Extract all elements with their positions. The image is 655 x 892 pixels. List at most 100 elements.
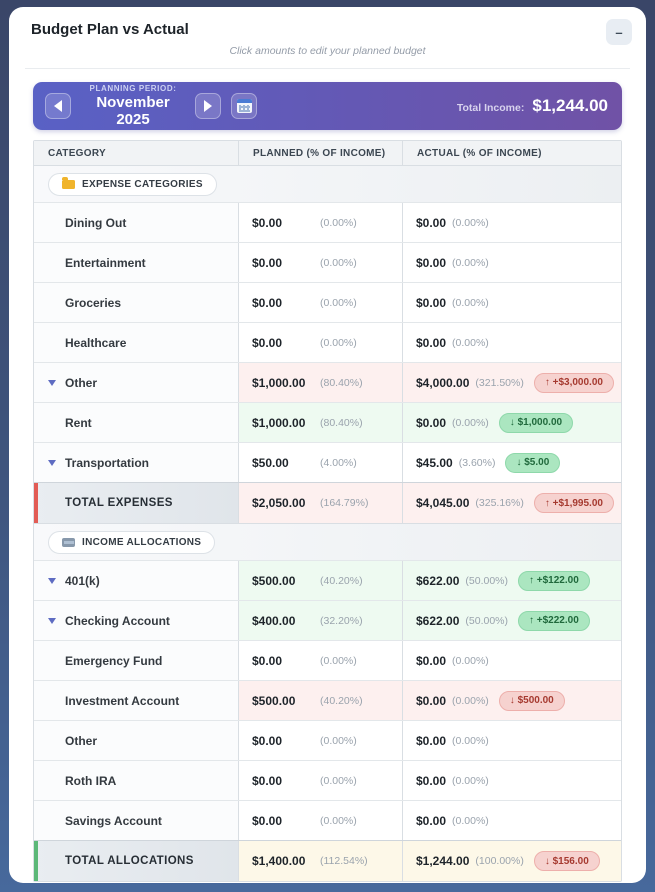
edit-hint-subtitle: Click amounts to edit your planned budge…	[229, 45, 426, 57]
actual-cell: $0.00 (0.00%)	[402, 283, 621, 322]
budget-card: Budget Plan vs Actual – Click amounts to…	[9, 7, 646, 883]
column-header-actual: ACTUAL (% OF INCOME)	[402, 141, 621, 165]
actual-percent: (0.00%)	[452, 774, 489, 787]
section-pill-expense-categories[interactable]: EXPENSE CATEGORIES	[48, 172, 217, 196]
planned-percent: (40.20%)	[320, 694, 363, 707]
left-arrow-icon	[54, 100, 62, 112]
category-name: 401(k)	[65, 573, 100, 588]
planned-cell: $1,400.00 (112.54%)	[238, 841, 402, 881]
actual-amount: $0.00	[416, 295, 447, 310]
actual-percent: (0.00%)	[452, 416, 489, 429]
planned-amount[interactable]: $0.00	[252, 215, 283, 230]
planned-amount[interactable]: $400.00	[252, 613, 296, 628]
section-header-income-allocations: INCOME ALLOCATIONS	[34, 523, 621, 560]
planned-amount[interactable]: $0.00	[252, 733, 283, 748]
actual-cell: $0.00 (0.00%)	[402, 761, 621, 800]
expand-toggle-icon[interactable]	[48, 578, 65, 584]
planned-amount[interactable]: $0.00	[252, 813, 283, 828]
calendar-button[interactable]	[231, 93, 257, 119]
actual-percent: (100.00%)	[475, 855, 524, 867]
category-row-rent: Rent $1,000.00 (80.40%) $0.00 (0.00%) ↓ $1,00…	[34, 402, 621, 442]
prev-month-button[interactable]	[45, 93, 71, 119]
planned-cell: $2,050.00 (164.79%)	[238, 483, 402, 523]
actual-cell: $0.00 (0.00%)	[402, 243, 621, 282]
actual-cell: $4,045.00 (325.16%) ↑ +$1,995.00	[402, 483, 621, 523]
actual-cell: $0.00 (0.00%)	[402, 721, 621, 760]
category-cell: Entertainment	[34, 243, 238, 282]
variance-badge: ↓ $500.00	[498, 690, 565, 711]
actual-cell: $4,000.00 (321.50%) ↑ +$3,000.00	[402, 363, 621, 402]
planned-percent: (0.00%)	[320, 814, 357, 827]
planned-amount[interactable]: $500.00	[252, 693, 296, 708]
actual-amount: $0.00	[416, 653, 447, 668]
actual-cell: $622.00 (50.00%) ↑ +$122.00	[402, 561, 621, 600]
next-month-button[interactable]	[195, 93, 221, 119]
category-cell: Groceries	[34, 283, 238, 322]
planned-amount[interactable]: $0.00	[252, 255, 283, 270]
planned-amount[interactable]: $50.00	[252, 455, 289, 470]
actual-percent: (0.00%)	[452, 216, 489, 229]
planned-percent: (0.00%)	[320, 654, 357, 667]
category-name: Emergency Fund	[65, 653, 163, 668]
card-content: PLANNING PERIOD: November 2025 Total Inc…	[9, 69, 646, 882]
category-cell: 401(k)	[34, 561, 238, 600]
category-row-transportation: Transportation $50.00 (4.00%) $45.00 (3.60%)…	[34, 442, 621, 482]
page-title: Budget Plan vs Actual	[31, 21, 189, 38]
category-name: Checking Account	[65, 613, 170, 628]
budget-table: CATEGORY PLANNED (% OF INCOME) ACTUAL (%…	[33, 140, 622, 882]
actual-amount: $0.00	[416, 255, 447, 270]
category-cell: Investment Account	[34, 681, 238, 720]
actual-amount: $0.00	[416, 813, 447, 828]
expand-toggle-icon[interactable]	[48, 618, 65, 624]
planned-amount[interactable]: $2,050.00	[252, 496, 306, 510]
planned-amount[interactable]: $1,000.00	[252, 375, 306, 390]
planned-amount[interactable]: $0.00	[252, 653, 283, 668]
section-label: INCOME ALLOCATIONS	[82, 536, 202, 548]
category-row-healthcare: Healthcare $0.00 (0.00%) $0.00 (0.00%)	[34, 322, 621, 362]
actual-amount: $0.00	[416, 415, 447, 430]
actual-cell: $0.00 (0.00%)	[402, 641, 621, 680]
actual-amount: $0.00	[416, 215, 447, 230]
actual-percent: (321.50%)	[475, 376, 524, 389]
actual-percent: (0.00%)	[452, 256, 489, 269]
actual-cell: $0.00 (0.00%)	[402, 203, 621, 242]
category-name: Groceries	[65, 295, 122, 310]
planned-amount[interactable]: $0.00	[252, 773, 283, 788]
planned-amount[interactable]: $1,400.00	[252, 854, 306, 868]
actual-percent: (0.00%)	[452, 814, 489, 827]
actual-amount: $622.00	[416, 573, 460, 588]
category-cell: Rent	[34, 403, 238, 442]
planned-cell: $50.00 (4.00%)	[238, 443, 402, 482]
variance-badge: ↑ +$122.00	[518, 570, 590, 591]
actual-percent: (0.00%)	[452, 336, 489, 349]
section-label: EXPENSE CATEGORIES	[82, 178, 203, 190]
planned-amount[interactable]: $500.00	[252, 573, 296, 588]
category-name: Entertainment	[65, 255, 146, 270]
planned-amount[interactable]: $0.00	[252, 335, 283, 350]
actual-cell: $1,244.00 (100.00%) ↓ $156.00	[402, 841, 621, 881]
planned-percent: (4.00%)	[320, 456, 357, 469]
planned-amount[interactable]: $1,000.00	[252, 415, 306, 430]
category-row-entertainment: Entertainment $0.00 (0.00%) $0.00 (0.00%)	[34, 242, 621, 282]
section-pill-income-allocations[interactable]: INCOME ALLOCATIONS	[48, 530, 216, 554]
minimize-button[interactable]: –	[606, 19, 632, 45]
planned-amount[interactable]: $0.00	[252, 295, 283, 310]
planned-percent: (40.20%)	[320, 574, 363, 587]
category-name: Other	[65, 733, 98, 748]
header-divider	[25, 68, 630, 69]
planned-cell: $400.00 (32.20%)	[238, 601, 402, 640]
planned-percent: (112.54%)	[320, 855, 368, 867]
actual-cell: $0.00 (0.00%)	[402, 323, 621, 362]
planned-cell: $500.00 (40.20%)	[238, 561, 402, 600]
category-name: Rent	[65, 415, 92, 430]
planned-cell: $0.00 (0.00%)	[238, 761, 402, 800]
planning-period-label: PLANNING PERIOD:	[89, 84, 177, 93]
expand-toggle-icon[interactable]	[48, 380, 65, 386]
planned-cell: $1,000.00 (80.40%)	[238, 403, 402, 442]
actual-percent: (0.00%)	[452, 734, 489, 747]
category-row-dining-out: Dining Out $0.00 (0.00%) $0.00 (0.00%)	[34, 202, 621, 242]
actual-percent: (0.00%)	[452, 654, 489, 667]
expand-toggle-icon[interactable]	[48, 460, 65, 466]
actual-amount: $622.00	[416, 613, 460, 628]
